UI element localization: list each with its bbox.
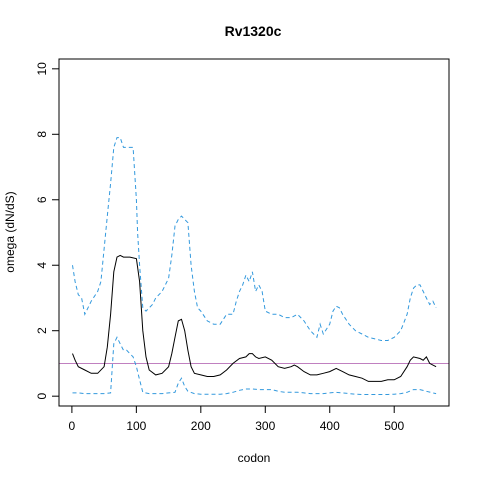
plot-frame: [58, 58, 450, 407]
lower-bound-line: [72, 336, 437, 395]
upper-bound-line: [72, 137, 437, 341]
x-tick-label: 300: [255, 419, 275, 433]
omega-line: [72, 254, 437, 382]
x-tick-label: 400: [320, 419, 340, 433]
y-tick-label: 4: [35, 262, 49, 269]
y-tick-label: 0: [35, 393, 49, 400]
x-tick-label: 100: [126, 419, 146, 433]
x-axis-label: codon: [238, 451, 271, 465]
y-tick-label: 10: [35, 62, 49, 76]
chart-title: Rv1320c: [225, 23, 282, 39]
y-tick-label: 2: [35, 327, 49, 334]
y-axis: 0 2 4 6 8 10: [35, 62, 60, 400]
y-tick-label: 6: [35, 196, 49, 203]
x-axis: 0 100 200 300 400 500: [69, 405, 405, 433]
x-tick-label: 500: [384, 419, 404, 433]
x-tick-label: 200: [191, 419, 211, 433]
y-axis-label: omega (dN/dS): [3, 191, 17, 272]
x-tick-label: 0: [69, 419, 76, 433]
y-tick-label: 8: [35, 131, 49, 138]
plot-series: [59, 137, 449, 395]
